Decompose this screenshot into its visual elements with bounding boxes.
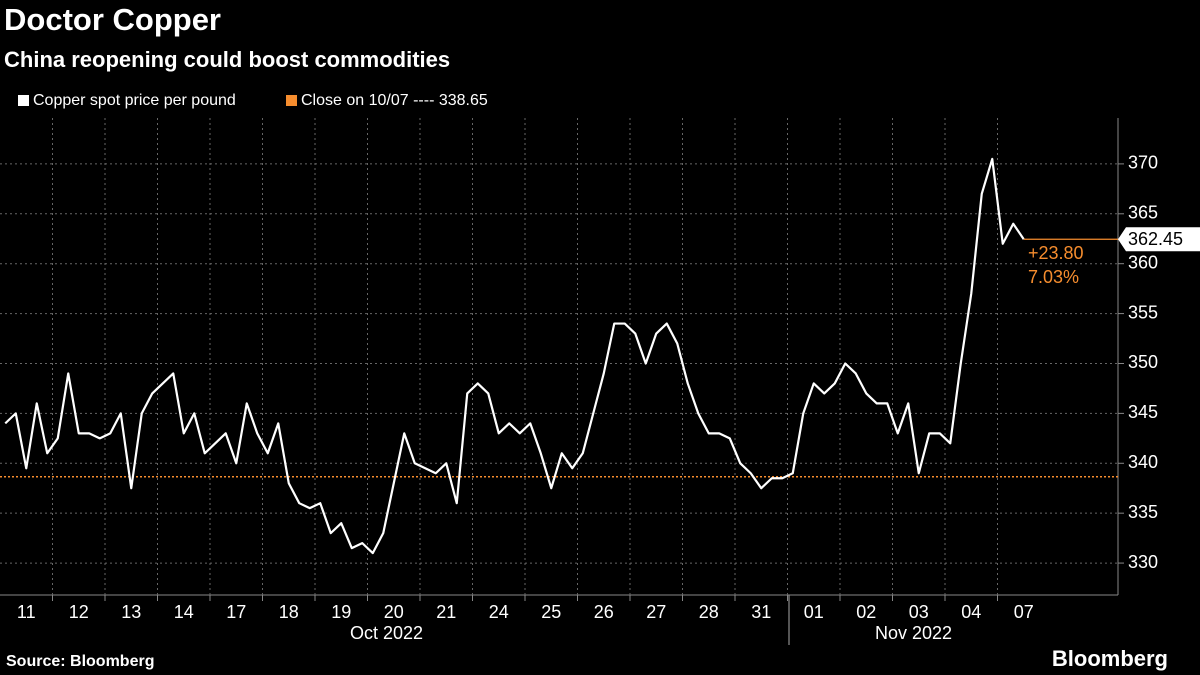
annotation: 7.03%: [1028, 267, 1079, 287]
y-tick-label: 370: [1128, 153, 1158, 173]
last-value-box: [1118, 227, 1200, 252]
x-tick-label: 25: [541, 602, 561, 622]
x-tick-label: 31: [751, 602, 771, 622]
x-tick-label: 24: [489, 602, 509, 622]
legend-swatch: [286, 95, 297, 106]
y-tick-label: 335: [1128, 502, 1158, 522]
legend-label: Copper spot price per pound: [33, 92, 236, 109]
legend-label: Close on 10/07 ---- 338.65: [301, 92, 488, 109]
x-tick-label: 01: [804, 602, 824, 622]
x-tick-label: 13: [121, 602, 141, 622]
x-tick-label: 12: [69, 602, 89, 622]
month-label: Nov 2022: [875, 623, 952, 643]
x-tick-label: 03: [909, 602, 929, 622]
x-tick-label: 02: [856, 602, 876, 622]
y-tick-label: 365: [1128, 203, 1158, 223]
y-tick-label: 340: [1128, 452, 1158, 472]
x-tick-label: 07: [1014, 602, 1034, 622]
y-tick-label: 345: [1128, 402, 1158, 422]
logo: Bloomberg: [1052, 646, 1168, 671]
last-value-label: 362.45: [1128, 229, 1183, 249]
annotation: +23.80: [1028, 243, 1084, 263]
price-line: [4, 157, 1025, 555]
x-tick-label: 14: [174, 602, 194, 622]
x-tick-label: 20: [384, 602, 404, 622]
month-label: Oct 2022: [350, 623, 423, 643]
x-tick-label: 26: [594, 602, 614, 622]
x-tick-label: 04: [961, 602, 981, 622]
source: Source: Bloomberg: [6, 653, 154, 670]
legend-swatch: [18, 95, 29, 106]
x-tick-label: 27: [646, 602, 666, 622]
chart-title: Doctor Copper: [4, 2, 221, 37]
y-tick-label: 350: [1128, 352, 1158, 372]
chart-subtitle: China reopening could boost commodities: [4, 47, 450, 72]
x-tick-label: 11: [17, 602, 36, 622]
x-tick-label: 21: [436, 602, 456, 622]
x-tick-label: 28: [699, 602, 719, 622]
y-tick-label: 330: [1128, 552, 1158, 572]
y-tick-label: 355: [1128, 302, 1158, 322]
x-tick-label: 18: [279, 602, 299, 622]
x-tick-label: 19: [331, 602, 351, 622]
x-tick-label: 17: [226, 602, 246, 622]
y-tick-label: 360: [1128, 252, 1158, 272]
